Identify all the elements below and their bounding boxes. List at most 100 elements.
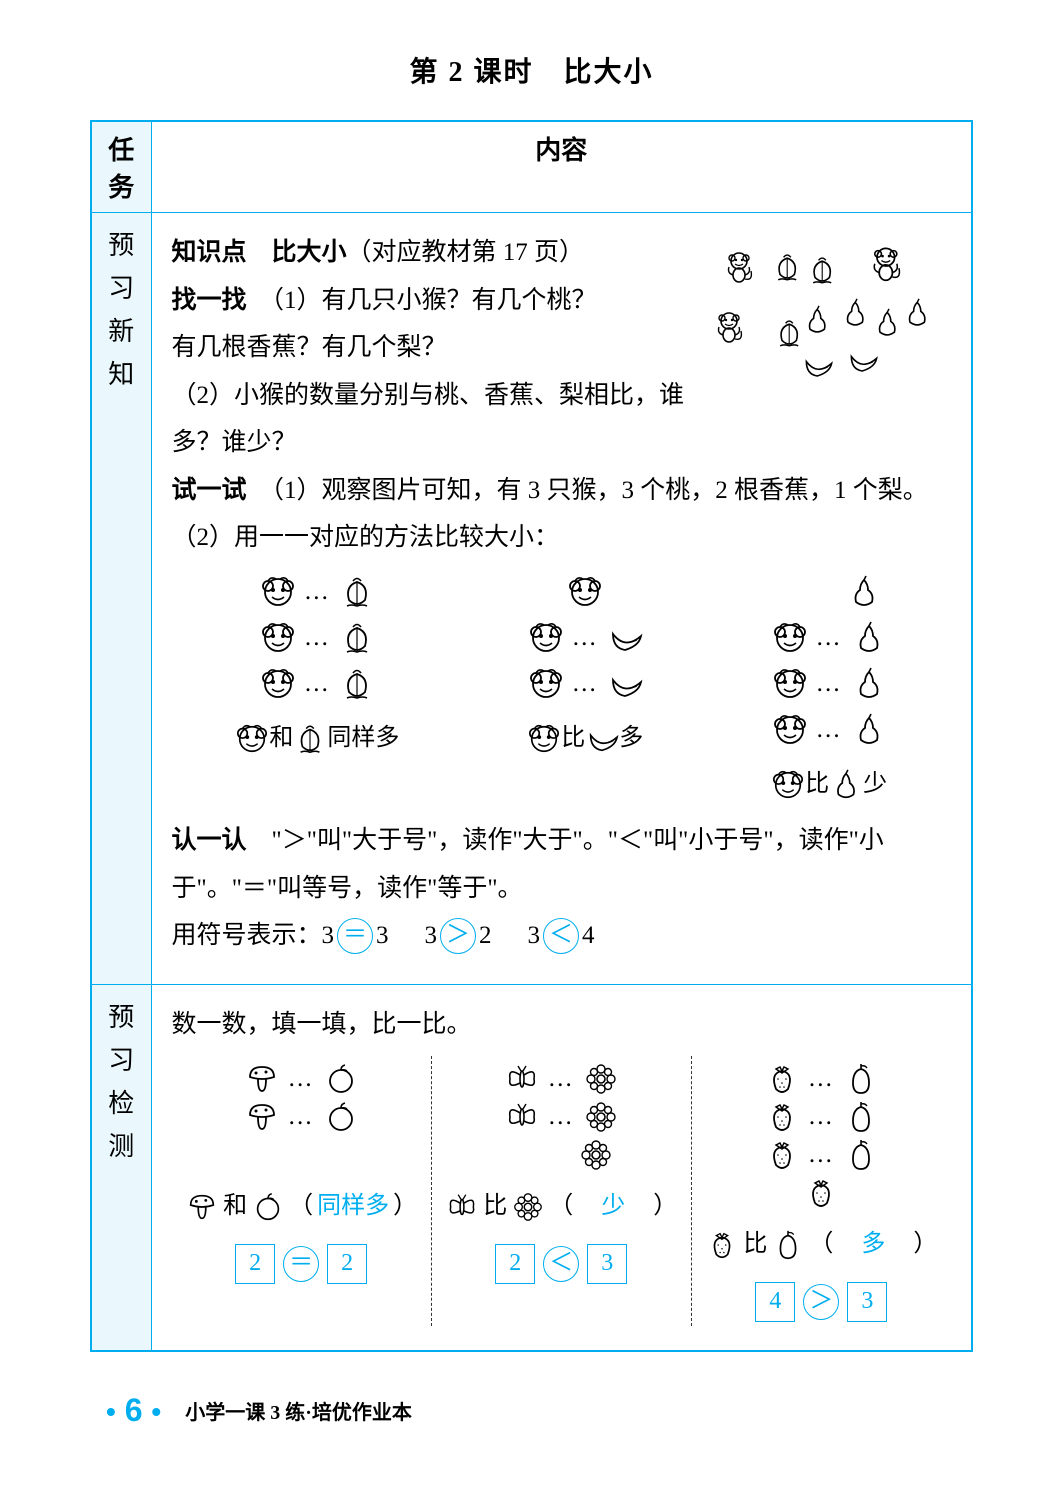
- pear-icon: [846, 574, 882, 610]
- exercise-col-2: … … 比 （ 少 ） 2 ＜ 3: [431, 1056, 691, 1326]
- paren: ）: [629, 1184, 677, 1230]
- recognize-label: 认一认: [172, 827, 272, 854]
- knowledge-label: 知识点 比大小: [172, 239, 347, 266]
- relation-text: 比: [743, 1222, 767, 1268]
- mushroom-icon: [244, 1099, 280, 1135]
- orange-icon: [323, 1099, 359, 1135]
- answer-box: 3: [587, 1244, 627, 1284]
- monkey-icon: [771, 768, 805, 802]
- side-char: 测: [108, 1126, 134, 1163]
- monkey-icon: [260, 666, 296, 702]
- banana-icon: [607, 666, 643, 702]
- monkey-icon: [235, 722, 269, 756]
- answer-box: 2: [235, 1244, 275, 1284]
- eq-num: 4: [582, 912, 595, 960]
- side-char: 预: [108, 225, 134, 262]
- monkey-icon: [772, 712, 808, 748]
- exercise-col-3: … … … 比 （ 多 ） 4 ＞ 3: [691, 1056, 951, 1326]
- answer-word: 多: [861, 1222, 885, 1268]
- acorn-icon: [843, 1137, 879, 1173]
- caption-text: 和: [269, 725, 293, 751]
- caption-text: 同样多: [327, 725, 399, 751]
- dots: …: [816, 706, 843, 754]
- answer-box: 3: [847, 1282, 887, 1322]
- header-content: 内容: [151, 121, 972, 213]
- answer-op-circle: ＞: [803, 1284, 839, 1320]
- answer-box: 4: [755, 1282, 795, 1322]
- eq-num: 3: [376, 912, 389, 960]
- dots: …: [816, 660, 843, 708]
- answer-box: 2: [327, 1244, 367, 1284]
- orange-icon: [323, 1061, 359, 1097]
- dots: …: [304, 568, 331, 616]
- content-section1: 知识点 比大小（对应教材第 17 页） 找一找 （1）有几只小猴？有几个桃？ 有…: [151, 213, 972, 985]
- acorn-icon: [843, 1099, 879, 1135]
- pairing-diagram: … … … 和同样多 … … 比多 …: [172, 572, 952, 808]
- answer-op-circle: ＜: [543, 1246, 579, 1282]
- content-section2: 数一数，填一填，比一比。 … … 和 （同样多）: [151, 984, 972, 1351]
- symbols-label: 用符号表示：: [172, 912, 322, 960]
- peach-icon: [293, 722, 327, 756]
- side-char: 预: [108, 997, 134, 1034]
- exercise-row: … … 和 （同样多） 2 ＝ 2: [172, 1056, 952, 1326]
- page-digit: 6: [125, 1392, 143, 1428]
- lesson-title: 第 2 课时 比大小: [90, 50, 973, 90]
- dots: …: [572, 660, 599, 708]
- eq-op-circle: ＝: [337, 918, 373, 954]
- peach-icon: [339, 620, 375, 656]
- flower-icon: [578, 1137, 614, 1173]
- mushroom-icon: [185, 1190, 219, 1224]
- banana-icon: [585, 722, 619, 756]
- pear-icon: [829, 768, 863, 802]
- footer: • 6 • 小学一课 3 练·培优作业本: [90, 1392, 973, 1429]
- dots: …: [304, 660, 331, 708]
- monkey-icon: [772, 666, 808, 702]
- try-a2: （2）用一一对应的方法比较大小：: [172, 514, 952, 562]
- strawberry-icon: [803, 1175, 839, 1211]
- peach-icon: [339, 574, 375, 610]
- strawberry-icon: [764, 1137, 800, 1173]
- monkey-icon: [528, 620, 564, 656]
- answer-op-circle: ＝: [283, 1246, 319, 1282]
- footer-text: 小学一课 3 练·培优作业本: [185, 1396, 412, 1425]
- side-preview-test: 预 习 检 测: [91, 984, 151, 1351]
- strawberry-icon: [705, 1228, 739, 1262]
- eq-num: 3: [528, 912, 541, 960]
- caption-text: 少: [863, 771, 887, 797]
- dots: …: [808, 1131, 835, 1179]
- strawberry-icon: [764, 1061, 800, 1097]
- mushroom-icon: [244, 1061, 280, 1097]
- monkey-icon: [260, 574, 296, 610]
- fruit-monkey-illustration: [701, 229, 951, 389]
- orange-icon: [251, 1190, 285, 1224]
- monkey-icon: [528, 666, 564, 702]
- dots: …: [304, 614, 331, 662]
- banana-icon: [607, 620, 643, 656]
- paren: ）: [393, 1184, 417, 1230]
- knowledge-note: （对应教材第 17 页）: [347, 239, 585, 266]
- monkey-icon: [260, 620, 296, 656]
- paren: （: [549, 1184, 597, 1230]
- side-char: 习: [108, 1040, 134, 1077]
- paren: ）: [889, 1222, 937, 1268]
- strawberry-icon: [764, 1099, 800, 1135]
- exercise-col-1: … … 和 （同样多） 2 ＝ 2: [172, 1056, 431, 1326]
- dots: …: [288, 1093, 315, 1141]
- page-number: • 6 •: [106, 1392, 161, 1429]
- find-label: 找一找: [172, 287, 272, 314]
- relation-text: 和: [223, 1184, 247, 1230]
- try-a1: （1）观察图片可知，有 3 只猴，3 个桃，2 根香蕉，1 个梨。: [272, 477, 928, 504]
- dots: …: [548, 1093, 575, 1141]
- eq-op-circle: ＞: [440, 918, 476, 954]
- paren: （: [809, 1222, 857, 1268]
- peach-icon: [339, 666, 375, 702]
- caption-text: 比: [561, 725, 585, 751]
- find-q1: （1）有几只小猴？有几个桃？: [272, 287, 597, 314]
- header-task: 任务: [91, 121, 151, 213]
- acorn-icon: [771, 1228, 805, 1262]
- flower-icon: [511, 1190, 545, 1224]
- exercise-title: 数一数，填一填，比一比。: [172, 1001, 952, 1049]
- caption-text: 多: [619, 725, 643, 751]
- answer-word: 少: [601, 1184, 625, 1230]
- relation-text: 比: [483, 1184, 507, 1230]
